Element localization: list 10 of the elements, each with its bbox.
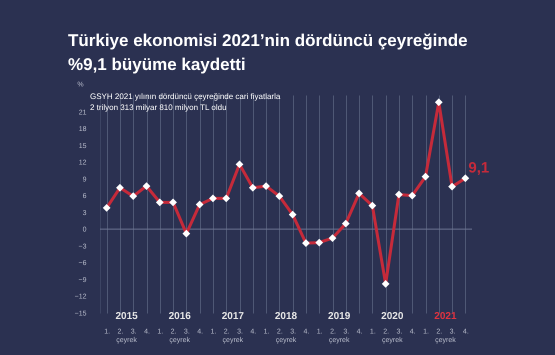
chart-title: Türkiye ekonomisi 2021’nin dördüncü çeyreğinde %9,1 büyüme kaydetti bbox=[68, 31, 468, 74]
chart-subtitle: GSYH 2021 yılının dördüncü çeyreğinde cari fiyatlarla 2 trilyon 313 milyar 810 milyon TL oldu bbox=[90, 92, 281, 112]
annotation: 2015 bbox=[115, 311, 138, 322]
data-label: 9,1 bbox=[468, 159, 490, 176]
annotation: 2016 bbox=[168, 311, 192, 322]
annotation: 2017 bbox=[222, 311, 244, 322]
annotation: 2020 bbox=[381, 311, 404, 322]
annotation: 2018 bbox=[274, 311, 298, 322]
annotation: 2019 bbox=[328, 311, 351, 322]
annotation: 2021 bbox=[434, 311, 457, 322]
